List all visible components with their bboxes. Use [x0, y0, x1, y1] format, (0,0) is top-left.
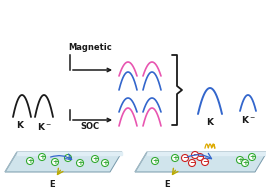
Text: +: +: [152, 158, 158, 164]
Circle shape: [52, 159, 59, 166]
Circle shape: [189, 160, 196, 167]
Circle shape: [27, 157, 34, 164]
Polygon shape: [147, 152, 266, 155]
Circle shape: [172, 154, 178, 161]
Text: K$^-$: K$^-$: [240, 114, 255, 125]
Circle shape: [192, 152, 198, 159]
Text: Magnetic: Magnetic: [68, 43, 112, 52]
Text: E: E: [164, 180, 170, 189]
Text: −: −: [182, 153, 188, 163]
Text: SOC: SOC: [80, 122, 99, 131]
Text: +: +: [172, 155, 178, 161]
Text: −: −: [189, 159, 195, 167]
Text: +: +: [92, 156, 98, 162]
Polygon shape: [17, 152, 122, 155]
Circle shape: [92, 156, 98, 163]
Text: +: +: [77, 160, 83, 166]
Text: −: −: [197, 153, 203, 161]
Text: K: K: [206, 118, 214, 127]
Circle shape: [197, 153, 203, 160]
Text: +: +: [249, 154, 255, 160]
Polygon shape: [5, 152, 17, 172]
Text: +: +: [27, 158, 33, 164]
Text: K$^-$: K$^-$: [36, 121, 51, 132]
Text: −: −: [202, 157, 208, 167]
Circle shape: [64, 154, 72, 161]
Polygon shape: [5, 152, 122, 172]
Text: +: +: [242, 160, 248, 166]
Circle shape: [102, 160, 109, 167]
Polygon shape: [135, 152, 266, 172]
Circle shape: [39, 153, 45, 160]
Text: +: +: [65, 155, 71, 161]
Polygon shape: [135, 152, 147, 172]
Circle shape: [77, 160, 84, 167]
Circle shape: [248, 153, 256, 160]
Circle shape: [152, 157, 159, 164]
Text: +: +: [102, 160, 108, 166]
Circle shape: [236, 156, 243, 163]
Circle shape: [181, 154, 189, 161]
Text: +: +: [52, 159, 58, 165]
Text: −: −: [192, 150, 198, 160]
Text: +: +: [39, 154, 45, 160]
Circle shape: [202, 159, 209, 166]
Circle shape: [242, 160, 248, 167]
Text: K: K: [16, 121, 23, 130]
Text: +: +: [237, 157, 243, 163]
Text: E: E: [49, 180, 55, 189]
